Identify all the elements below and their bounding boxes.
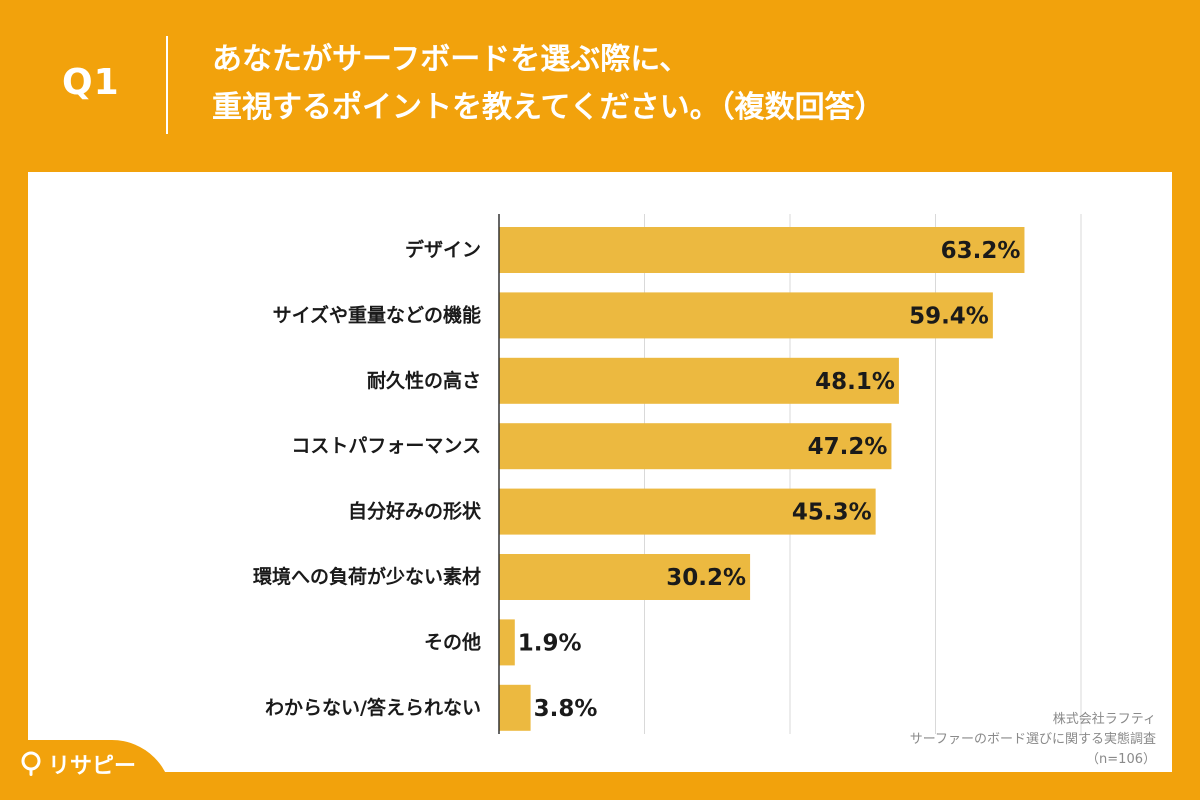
source-company: 株式会社ラフティ [1052, 712, 1156, 727]
value-label-2: 59.4% [909, 303, 989, 329]
category-label-8: わからない/答えられない [265, 696, 481, 719]
bar-4 [499, 423, 892, 470]
category-label-4: コストパフォーマンス [291, 435, 481, 457]
bar-3 [499, 357, 899, 404]
value-label-8: 3.8% [534, 696, 598, 722]
category-label-6: 環境への負荷が少ない素材 [253, 565, 481, 588]
bar-7 [499, 619, 515, 666]
bar-5 [499, 488, 876, 535]
category-label-3: 耐久性の高さ [367, 369, 481, 392]
category-label-2: サイズや重量などの機能 [273, 303, 481, 326]
question-number: Q1 [62, 62, 120, 103]
chart-panel: デザイン 63.2% サイズや重量などの機能 59.4% 耐久性の高さ 48.1% コストパ… [28, 172, 1172, 772]
value-label-1: 63.2% [941, 238, 1021, 264]
bar-1 [499, 227, 1025, 273]
category-label-5: 自分好みの形状 [348, 500, 482, 523]
source-sample-size: （n=106） [1086, 752, 1156, 767]
lightbulb-icon [21, 751, 41, 776]
header-divider [166, 36, 168, 134]
question-title: あなたがサーフボードを選ぶ際に、 重視するポイントを教えてください。（複数回答） [212, 36, 1172, 132]
value-label-6: 30.2% [666, 565, 746, 591]
value-label-4: 47.2% [808, 434, 888, 460]
value-label-3: 48.1% [815, 369, 895, 395]
bar-8 [499, 684, 531, 731]
bar-6 [499, 554, 751, 600]
category-label-7: その他 [424, 630, 481, 653]
question-title-line-1: あなたがサーフボードを選ぶ際に、 [212, 42, 690, 77]
bar-chart: デザイン 63.2% サイズや重量などの機能 59.4% 耐久性の高さ 48.1% コストパ… [253, 214, 1082, 734]
category-label-1: デザイン [405, 238, 481, 261]
source-survey: サーファーのボード選びに関する実態調査 [909, 732, 1156, 747]
value-label-7: 1.9% [518, 630, 582, 656]
value-label-5: 45.3% [792, 500, 872, 526]
bar-2 [499, 292, 993, 339]
question-title-line-2: 重視するポイントを教えてください。（複数回答） [212, 90, 885, 125]
source-note: 株式会社ラフティ サーファーのボード選びに関する実態調査 （n=106） [910, 710, 1156, 770]
brand-name: リサピー [48, 754, 137, 779]
brand-logo: リサピー [20, 748, 136, 780]
